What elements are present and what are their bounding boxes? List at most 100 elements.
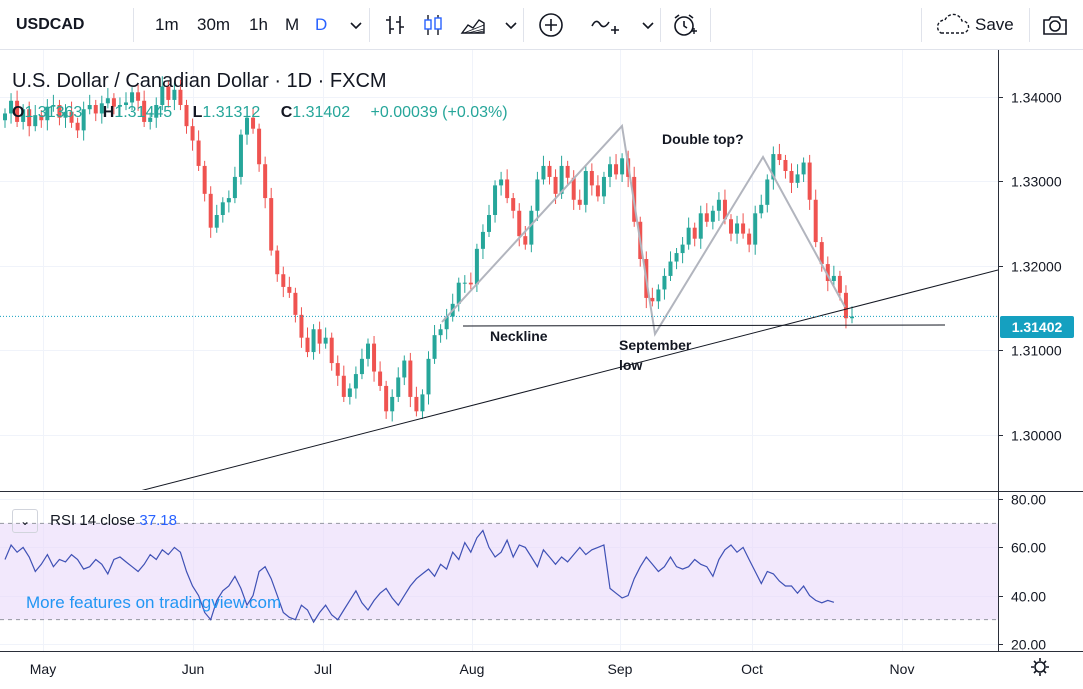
- candle-body: [329, 337, 334, 364]
- candle-body: [172, 89, 177, 100]
- low-value: 1.31312: [202, 104, 261, 121]
- candle-body: [420, 394, 425, 412]
- interval-1m-button[interactable]: 1m: [155, 15, 179, 34]
- candle-body: [819, 242, 824, 265]
- candle-body: [269, 198, 274, 251]
- candle-body: [850, 316, 854, 319]
- watermark-link[interactable]: More features on tradingview.com: [26, 593, 282, 612]
- candle-body: [372, 343, 377, 372]
- candle-body: [208, 193, 213, 228]
- candle-body: [27, 109, 32, 127]
- price-axis[interactable]: 1.30000 1.31000 1.32000 1.33000 1.34000: [998, 90, 1062, 444]
- candle-body: [124, 102, 128, 105]
- candle-body: [710, 210, 715, 222]
- candle-body: [771, 154, 776, 180]
- candle-body: [384, 385, 389, 412]
- interval-day-button[interactable]: D: [315, 15, 328, 34]
- cloud-save-icon[interactable]: [933, 12, 971, 38]
- candle-body: [843, 292, 848, 319]
- candle-body: [620, 158, 625, 175]
- candle-body: [142, 100, 147, 122]
- interval-1h-button[interactable]: 1h: [249, 15, 268, 34]
- candle-body: [765, 179, 770, 205]
- area-style-icon[interactable]: [459, 12, 487, 38]
- camera-icon[interactable]: [1041, 12, 1069, 38]
- x-tick-label: Sep: [608, 661, 633, 677]
- candle-body: [311, 329, 316, 353]
- settings-gear-icon[interactable]: [1031, 658, 1049, 676]
- close-value: 1.31402: [292, 104, 351, 121]
- candle-body: [287, 286, 292, 293]
- annotation-september[interactable]: September: [619, 337, 692, 353]
- candle-body: [378, 371, 383, 386]
- candle-body: [480, 231, 485, 249]
- toolbar-divider: [1029, 8, 1030, 42]
- candle-body: [517, 210, 522, 237]
- candle-body: [589, 171, 594, 186]
- x-tick-label: Nov: [890, 661, 915, 677]
- candle-body: [674, 253, 679, 262]
- candle-style-icon[interactable]: [419, 12, 447, 38]
- top-toolbar: USDCAD 1m 30m 1h M D Save: [0, 0, 1083, 50]
- time-axis[interactable]: May Jun Jul Aug Sep Oct Nov: [30, 661, 915, 677]
- annotation-neckline[interactable]: Neckline: [490, 328, 548, 344]
- candle-body: [753, 213, 758, 245]
- interval-month-button[interactable]: M: [285, 15, 300, 34]
- candle-body: [148, 117, 153, 122]
- symbol-search-button[interactable]: USDCAD: [16, 16, 85, 33]
- bar-style-icon[interactable]: [381, 12, 409, 38]
- candle-body: [493, 185, 498, 215]
- candle-body: [9, 100, 14, 114]
- interval-30m-button[interactable]: 30m: [197, 15, 231, 34]
- collapse-chevron-icon[interactable]: ⌄: [12, 509, 38, 533]
- double-top-pattern[interactable]: [441, 123, 846, 337]
- candle-body: [402, 360, 407, 378]
- neckline[interactable]: [462, 324, 946, 327]
- candle-body: [33, 115, 38, 127]
- candle-body: [444, 316, 449, 330]
- candle-body: [729, 219, 733, 234]
- candle-body: [136, 92, 141, 101]
- save-button[interactable]: Save: [975, 15, 1014, 34]
- candle-body: [359, 358, 364, 375]
- candle-body: [813, 199, 818, 243]
- candle-body: [166, 86, 171, 100]
- chart-canvas[interactable]: 1.30000 1.31000 1.32000 1.33000 1.34000 20.0…: [0, 50, 1083, 689]
- compare-icon[interactable]: [589, 12, 623, 38]
- candle-body: [722, 199, 727, 220]
- candle-body: [75, 122, 80, 131]
- annotation-low[interactable]: low: [619, 357, 643, 373]
- candle-body: [547, 165, 552, 177]
- annotation-double-top[interactable]: Double top?: [662, 131, 744, 147]
- candle-body: [789, 171, 794, 183]
- candle-body: [704, 213, 709, 222]
- candle-body: [716, 199, 721, 211]
- candle-body: [93, 105, 98, 114]
- y-tick-label: 1.33000: [1011, 174, 1062, 190]
- chevron-down-icon[interactable]: [634, 12, 662, 38]
- candle-body: [511, 198, 516, 211]
- candle-body: [39, 115, 44, 121]
- candle-body: [184, 105, 189, 127]
- low-label: L: [192, 104, 203, 121]
- add-indicator-icon[interactable]: [537, 12, 565, 38]
- trendline[interactable]: [0, 269, 998, 527]
- chevron-down-icon[interactable]: [342, 12, 370, 38]
- x-tick-label: Oct: [741, 661, 763, 677]
- toolbar-divider: [133, 8, 134, 42]
- rsi-axis[interactable]: 20.00 40.00 60.00 80.00: [998, 492, 1046, 653]
- candle-body: [281, 274, 286, 287]
- candle-body: [232, 176, 237, 199]
- candle-body: [238, 134, 243, 177]
- x-tick-label: Jul: [314, 661, 332, 677]
- candle-body: [111, 98, 116, 107]
- candle-body: [293, 292, 298, 315]
- x-tick-label: May: [30, 661, 56, 677]
- alert-icon[interactable]: [671, 12, 699, 38]
- candle-body: [263, 164, 268, 199]
- candle-body: [347, 388, 352, 397]
- candle-body: [57, 105, 62, 118]
- candle-body: [559, 165, 564, 194]
- candle-body: [257, 128, 262, 165]
- chevron-down-icon[interactable]: [497, 12, 525, 38]
